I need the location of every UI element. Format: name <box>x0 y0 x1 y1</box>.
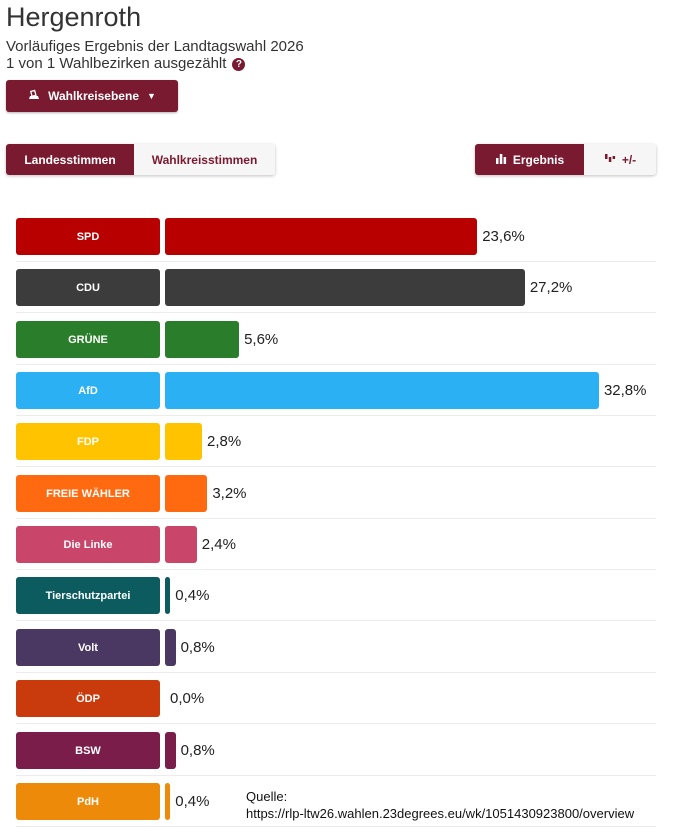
value-label: 0,8% <box>180 742 215 759</box>
row-divider <box>16 261 656 262</box>
source-url[interactable]: https://rlp-ltw26.wahlen.23degrees.eu/wk… <box>246 806 635 821</box>
result-bar <box>165 423 203 460</box>
count-line: 1 von 1 Wahlbezirken ausgezählt ? <box>6 55 246 73</box>
vote-type-tabs: Landesstimmen Wahlkreisstimmen <box>6 144 275 175</box>
view-ergebnis-label: Ergebnis <box>512 152 565 167</box>
result-bar <box>165 321 240 358</box>
party-label: CDU <box>16 269 160 306</box>
party-label: SPD <box>16 218 160 255</box>
value-label: 0,8% <box>180 639 215 656</box>
value-label: 23,6% <box>482 228 525 245</box>
value-label: 32,8% <box>603 382 647 399</box>
row-divider <box>16 672 656 673</box>
result-bar <box>165 372 599 409</box>
value-label: 2,8% <box>207 433 242 450</box>
party-label: Tierschutzpartei <box>16 577 160 614</box>
row-divider <box>16 723 656 724</box>
result-bar <box>165 218 478 255</box>
result-bar <box>165 629 176 666</box>
result-bar <box>165 269 525 306</box>
count-text: 1 von 1 Wahlbezirken ausgezählt <box>6 55 227 72</box>
ballot-icon <box>28 89 40 104</box>
row-divider <box>16 569 656 570</box>
row-divider <box>16 775 656 776</box>
level-select-button[interactable]: Wahlkreisebene ▼ <box>6 80 178 112</box>
source-note: Quelle: https://rlp-ltw26.wahlen.23degre… <box>246 788 634 822</box>
help-icon[interactable]: ? <box>232 57 246 71</box>
result-bar <box>165 732 176 769</box>
bar-chart-icon <box>495 153 507 167</box>
source-label: Quelle: <box>246 789 288 804</box>
row-divider <box>16 620 656 621</box>
value-label: 0,4% <box>175 793 210 810</box>
row-divider <box>16 312 656 313</box>
party-label: ÖDP <box>16 680 160 717</box>
party-label: BSW <box>16 732 160 769</box>
row-divider <box>16 364 656 365</box>
view-toggle: Ergebnis +/- <box>475 144 656 175</box>
value-label: 0,4% <box>175 587 210 604</box>
result-bar <box>165 526 197 563</box>
result-bar <box>165 577 171 614</box>
party-label: Die Linke <box>16 526 160 563</box>
value-label: 2,4% <box>201 536 236 553</box>
party-label: FDP <box>16 423 160 460</box>
party-label: PdH <box>16 783 160 820</box>
result-bar <box>165 783 171 820</box>
result-bar <box>165 475 208 512</box>
row-divider <box>16 466 656 467</box>
row-divider <box>16 518 656 519</box>
value-label: 27,2% <box>529 279 573 296</box>
party-label: Volt <box>16 629 160 666</box>
view-diff-label: +/- <box>621 152 637 167</box>
tab-wahlkreisstimmen[interactable]: Wahlkreisstimmen <box>134 144 275 175</box>
page-subtitle: Vorläufiges Ergebnis der Landtagswahl 20… <box>6 38 304 55</box>
caret-down-icon: ▼ <box>147 91 156 101</box>
row-divider <box>16 415 656 416</box>
diff-chart-icon <box>604 153 616 167</box>
party-label: FREIE WÄHLER <box>16 475 160 512</box>
value-label: 3,2% <box>212 485 247 502</box>
tab-landesstimmen[interactable]: Landesstimmen <box>6 144 134 175</box>
value-label: 0,0% <box>170 690 205 707</box>
view-diff-button[interactable]: +/- <box>584 144 656 175</box>
page-title: Hergenroth <box>6 2 142 32</box>
value-label: 5,6% <box>244 331 279 348</box>
party-label: AfD <box>16 372 160 409</box>
view-ergebnis-button[interactable]: Ergebnis <box>475 144 584 175</box>
row-divider <box>16 826 656 827</box>
party-label: GRÜNE <box>16 321 160 358</box>
level-select-label: Wahlkreisebene <box>48 89 139 103</box>
